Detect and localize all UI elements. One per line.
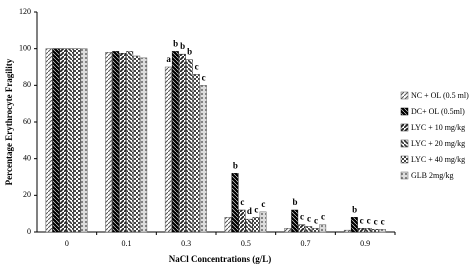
x-tick-label: 0.7: [301, 239, 311, 248]
x-tick-label: 0.3: [181, 239, 191, 248]
y-tick-label: 100: [19, 43, 31, 52]
bar: [224, 217, 232, 233]
bar: [231, 173, 239, 233]
bar: [178, 53, 186, 233]
bar: [199, 85, 207, 233]
bar: [126, 51, 134, 233]
bar: [245, 218, 253, 233]
bar: [59, 48, 67, 233]
bar: [164, 66, 172, 233]
significance-letter: c: [367, 215, 371, 225]
bar: [378, 229, 386, 233]
significance-letter: b: [233, 160, 238, 170]
bar: [259, 211, 267, 233]
bar: [364, 228, 372, 233]
x-axis-title: NaCl Concentrations (g/L): [169, 254, 272, 264]
bar: [238, 209, 246, 233]
bar: [305, 226, 313, 233]
significance-letter: d: [247, 206, 252, 216]
bar: [312, 228, 320, 233]
legend-swatch: [400, 107, 409, 116]
y-tick-label: 20: [23, 190, 31, 199]
bar: [252, 217, 260, 233]
significance-letter: c: [300, 212, 304, 222]
bar: [192, 74, 200, 233]
bar: [319, 224, 327, 233]
x-tick-label: 0.9: [360, 239, 370, 248]
y-tick-label: 40: [23, 153, 31, 162]
legend-swatch: [400, 155, 409, 164]
bar: [350, 217, 358, 233]
y-tick-label: 60: [23, 117, 31, 126]
legend-swatch: [400, 123, 409, 132]
bar: [185, 59, 193, 233]
bar: [140, 57, 148, 233]
x-tick-label: 0.5: [241, 239, 251, 248]
significance-letter: b: [187, 47, 192, 57]
bar: [298, 224, 306, 233]
significance-letter: c: [261, 199, 265, 209]
legend-swatch: [400, 171, 409, 180]
legend-label: LYC + 10 mg/kg: [411, 123, 465, 132]
significance-letter: b: [180, 41, 185, 51]
significance-letter: c: [360, 215, 364, 225]
bar: [45, 48, 53, 233]
significance-letter: c: [240, 197, 244, 207]
significance-letter: b: [173, 38, 178, 48]
legend-label: LYC + 40 mg/kg: [411, 155, 465, 164]
significance-letter: b: [292, 197, 297, 207]
bar: [112, 51, 120, 233]
significance-letter: c: [321, 212, 325, 222]
significance-letter: c: [381, 216, 385, 226]
bar: [357, 228, 365, 233]
significance-letter: c: [202, 72, 206, 82]
significance-letter: c: [314, 215, 318, 225]
x-tick-label: 0.1: [122, 239, 132, 248]
legend-swatch: [400, 139, 409, 148]
bar: [73, 48, 81, 233]
y-tick-label: 120: [19, 7, 31, 16]
significance-letter: a: [166, 54, 171, 64]
significance-letter: b: [352, 204, 357, 214]
legend-label: NC + OL (0.5 ml): [411, 91, 469, 100]
bar: [291, 209, 299, 233]
bar: [119, 53, 127, 233]
significance-letter: c: [195, 61, 199, 71]
bar: [171, 51, 179, 233]
y-tick-label: 0: [27, 227, 31, 236]
y-tick-label: 80: [23, 80, 31, 89]
bar: [343, 229, 351, 233]
bar: [133, 55, 141, 233]
y-axis-title: Percentage Erythrocyte Fragility: [4, 58, 14, 185]
significance-letter: c: [307, 214, 311, 224]
x-tick-label: 0: [65, 239, 69, 248]
bar: [284, 228, 292, 233]
legend-swatch: [400, 91, 409, 100]
bar: [80, 48, 88, 233]
bar: [52, 48, 60, 233]
significance-letter: c: [254, 204, 258, 214]
legend-label: DC+ OL (0.5ml): [411, 107, 465, 116]
bar: [371, 229, 379, 233]
bar: [105, 52, 113, 233]
significance-letter: c: [374, 216, 378, 226]
bar: [66, 48, 74, 233]
legend-label: GLB 2mg/kg: [411, 171, 453, 180]
legend-label: LYC + 20 mg/kg: [411, 139, 465, 148]
